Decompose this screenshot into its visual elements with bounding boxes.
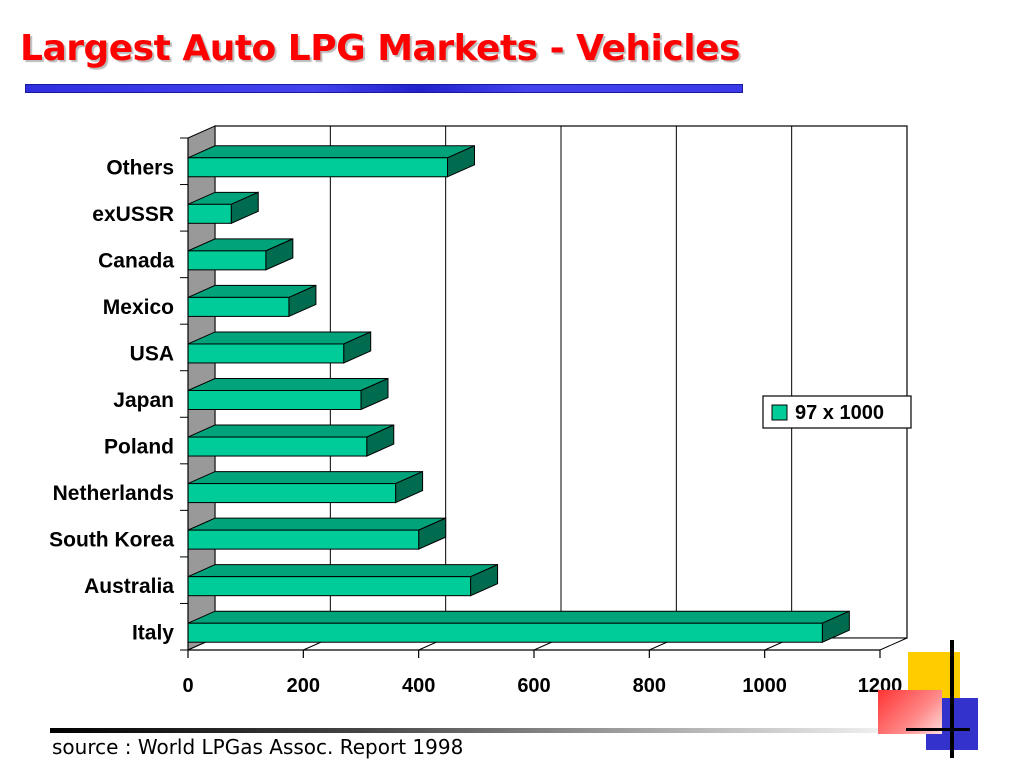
bar-front-face	[187, 343, 345, 364]
bar-top-face	[187, 378, 389, 391]
x-axis-ticks: 0 200 400 600 800 1000 1200	[182, 138, 902, 697]
x-tick-label: 600	[517, 675, 550, 697]
legend-label: 97 x 1000	[795, 402, 884, 424]
slide-title: Largest Auto LPG Markets - Vehicles	[20, 28, 740, 69]
category-label: Netherlands	[53, 482, 174, 505]
bar-top-face	[187, 517, 446, 531]
bar-canada	[187, 238, 294, 271]
bar-australia	[187, 563, 499, 597]
category-label: Italy	[132, 622, 174, 645]
bar-front-face	[187, 203, 232, 224]
legend-box	[762, 395, 912, 429]
bar-front-face	[187, 436, 368, 457]
bar-front-face	[187, 622, 823, 643]
bar-top-face	[187, 471, 423, 485]
category-labels: Italy Australia South Korea Netherlands Pola…	[49, 137, 188, 651]
bar-top-face	[187, 424, 394, 438]
category-label: Mexico	[103, 296, 174, 319]
chart-bars	[187, 145, 850, 643]
corner-logo	[878, 640, 1018, 758]
category-label: Others	[106, 156, 174, 179]
bar-front-face	[187, 390, 362, 410]
bar-front-face	[187, 157, 448, 178]
bar-exussr	[187, 191, 259, 225]
legend-swatch	[771, 404, 788, 421]
bar-top-face	[187, 564, 498, 578]
title-underline-bar	[25, 84, 743, 93]
source-divider	[50, 728, 930, 733]
bar-top-face	[187, 331, 371, 345]
category-label: exUSSR	[92, 203, 174, 226]
bar-top-face	[187, 610, 850, 624]
category-label: Canada	[98, 249, 174, 272]
bar-south-korea	[187, 517, 447, 550]
bar-others	[187, 145, 475, 178]
bar-front-face	[187, 296, 290, 317]
bar-front-face	[187, 483, 397, 504]
category-label: Australia	[84, 575, 174, 598]
category-label: USA	[130, 342, 174, 365]
x-tick-label: 1000	[742, 675, 787, 697]
x-tick-label: 0	[182, 675, 193, 697]
chart-legend: 97 x 1000	[762, 395, 912, 429]
bar-usa	[187, 331, 372, 364]
bar-poland	[187, 424, 395, 457]
x-tick-label: 200	[287, 675, 320, 697]
category-label: Japan	[113, 389, 174, 412]
bar-italy	[187, 610, 850, 643]
bar-japan	[187, 377, 389, 411]
bar-mexico	[187, 284, 317, 318]
bar-front-face	[187, 576, 472, 597]
source-note: source : World LPGas Assoc. Report 1998	[52, 735, 464, 759]
x-tick-label: 400	[402, 675, 435, 697]
x-tick-label: 800	[633, 675, 666, 697]
bar-top-face	[187, 145, 475, 159]
bar-front-face	[187, 250, 267, 271]
bar-netherlands	[187, 470, 424, 504]
category-label: South Korea	[49, 529, 174, 552]
category-label: Poland	[104, 436, 174, 459]
bar-front-face	[187, 529, 420, 550]
